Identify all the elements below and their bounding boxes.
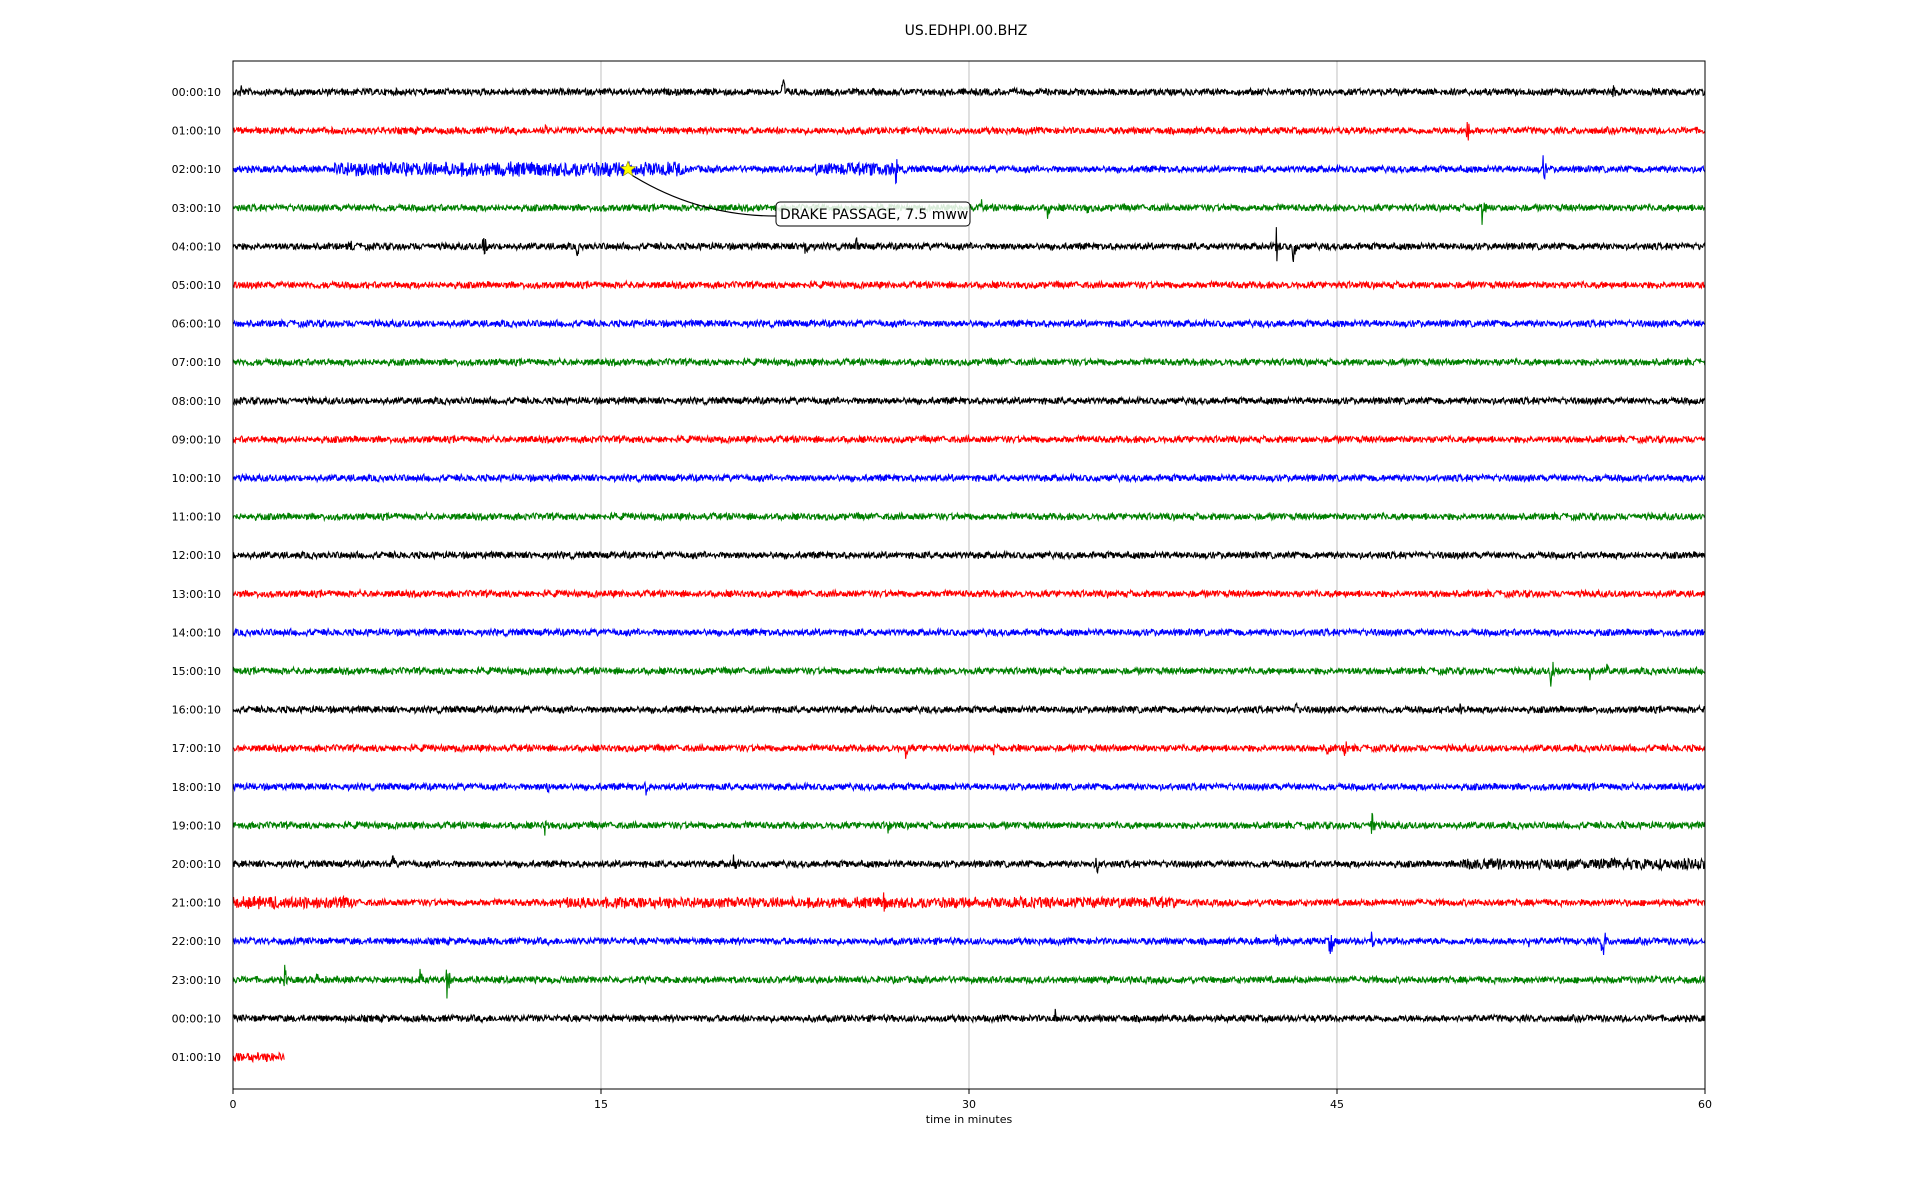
trace-21 [232, 892, 1706, 912]
trace-19 [232, 812, 1706, 836]
trace-4 [232, 227, 1706, 263]
trace-2 [232, 155, 1706, 185]
trace-16 [232, 701, 1706, 716]
trace-17 [232, 741, 1706, 759]
row-label-15: 15:00:10 [172, 665, 221, 678]
trace-20 [232, 854, 1706, 875]
row-label-21: 21:00:10 [172, 897, 221, 910]
trace-1 [232, 122, 1706, 141]
row-time-labels: 00:00:10 01:00:10 02:00:10 03:00:10 04:00:10… [172, 86, 221, 1064]
row-label-19: 19:00:10 [172, 819, 221, 832]
trace-14 [232, 626, 1706, 638]
row-label-12: 12:00:10 [172, 549, 221, 562]
trace-18 [232, 780, 1706, 796]
trace-0 [232, 79, 1706, 98]
trace-10 [232, 472, 1706, 484]
row-label-16: 16:00:10 [172, 704, 221, 717]
x-tick-label-2: 30 [962, 1098, 976, 1111]
trace-5 [232, 279, 1706, 291]
trace-11 [232, 510, 1705, 523]
annotation-connector-0 [631, 174, 777, 217]
event-star-marker-0 [619, 160, 637, 177]
row-label-23: 23:00:10 [172, 974, 221, 987]
x-axis-label: time in minutes [926, 1113, 1013, 1126]
row-label-24: 00:00:10 [172, 1012, 221, 1025]
annotation-box-0 [775, 201, 971, 227]
row-label-22: 22:00:10 [172, 935, 221, 948]
x-tick-label-0: 0 [230, 1098, 237, 1111]
row-label-4: 04:00:10 [172, 240, 221, 253]
trace-22 [232, 931, 1706, 956]
annotation-text-0: DRAKE PASSAGE, 7.5 mww [780, 207, 968, 223]
x-tick-label-3: 45 [1330, 1098, 1344, 1111]
vertical-gridlines [600, 61, 1338, 1089]
trace-15 [232, 661, 1706, 687]
row-label-5: 05:00:10 [172, 279, 221, 292]
x-tick-label-1: 15 [594, 1098, 608, 1111]
x-axis-ticks: 0 15 30 45 60 [230, 1089, 1712, 1111]
row-label-0: 00:00:10 [172, 86, 221, 99]
row-label-6: 06:00:10 [172, 318, 221, 331]
trace-25 [232, 1051, 285, 1064]
row-label-9: 09:00:10 [172, 433, 221, 446]
trace-13 [232, 588, 1706, 600]
trace-lines [232, 79, 1706, 1064]
trace-12 [232, 549, 1706, 561]
row-label-20: 20:00:10 [172, 858, 221, 871]
row-label-25: 01:00:10 [172, 1051, 221, 1064]
trace-23 [232, 964, 1706, 999]
row-label-3: 03:00:10 [172, 202, 221, 215]
trace-24 [232, 1008, 1706, 1025]
event-annotation: DRAKE PASSAGE, 7.5 mww [619, 160, 971, 227]
trace-7 [232, 356, 1706, 368]
row-label-11: 11:00:10 [172, 511, 221, 524]
trace-6 [232, 318, 1706, 330]
row-label-10: 10:00:10 [172, 472, 221, 485]
row-label-1: 01:00:10 [172, 125, 221, 138]
row-label-2: 02:00:10 [172, 163, 221, 176]
trace-8 [232, 395, 1706, 407]
row-label-8: 08:00:10 [172, 395, 221, 408]
row-label-7: 07:00:10 [172, 356, 221, 369]
row-label-17: 17:00:10 [172, 742, 221, 755]
trace-9 [232, 433, 1706, 445]
row-label-18: 18:00:10 [172, 781, 221, 794]
row-label-14: 14:00:10 [172, 626, 221, 639]
chart-title: US.EDHPI.00.BHZ [905, 23, 1028, 39]
row-label-13: 13:00:10 [172, 588, 221, 601]
x-tick-label-4: 60 [1698, 1098, 1712, 1111]
